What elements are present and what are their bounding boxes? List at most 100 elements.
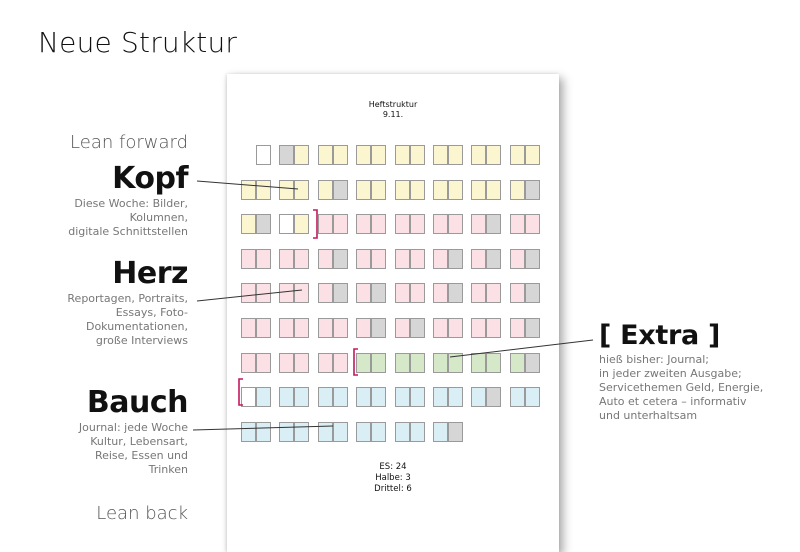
spread bbox=[471, 283, 502, 304]
anzeige-page bbox=[409, 318, 425, 338]
spread bbox=[279, 248, 310, 269]
anzeige-page bbox=[524, 283, 540, 304]
spread bbox=[356, 352, 387, 373]
spread bbox=[279, 179, 310, 200]
sheet-title-line: Heftstruktur bbox=[368, 100, 418, 109]
herz-desc-line: Reportagen, Portraits, bbox=[67, 292, 188, 305]
spread bbox=[241, 145, 271, 165]
spread bbox=[279, 421, 310, 442]
herz-page bbox=[394, 283, 410, 304]
anzeige-page bbox=[448, 248, 463, 269]
spread bbox=[471, 248, 502, 269]
spread bbox=[356, 318, 387, 338]
herz-page bbox=[317, 248, 333, 269]
spread bbox=[394, 387, 425, 408]
kopf-page bbox=[448, 179, 463, 200]
extra-page bbox=[394, 352, 410, 373]
anzeige-page bbox=[524, 352, 540, 373]
herz-page bbox=[256, 248, 271, 269]
spread bbox=[433, 352, 463, 373]
spread bbox=[394, 145, 425, 165]
bauch-page bbox=[332, 387, 348, 408]
herz-page bbox=[294, 352, 310, 373]
spread bbox=[356, 248, 387, 269]
spread bbox=[433, 387, 463, 408]
kopf-desc-line: digitale Schnittstellen bbox=[68, 225, 188, 238]
herz-page bbox=[471, 248, 487, 269]
spread bbox=[356, 214, 387, 235]
bauch-page bbox=[279, 421, 295, 442]
kopf-page bbox=[524, 145, 540, 165]
anzeige-page bbox=[371, 283, 387, 304]
herz-page bbox=[409, 214, 425, 235]
lean-back-label: Lean back bbox=[96, 503, 188, 524]
bauch-page bbox=[294, 421, 310, 442]
kopf-page bbox=[409, 179, 425, 200]
spread bbox=[317, 421, 348, 442]
spread bbox=[279, 318, 310, 338]
herz-page bbox=[256, 283, 271, 304]
kopf-page bbox=[356, 179, 372, 200]
sheet-stats: ES: 24 Halbe: 3 Drittel: 6 bbox=[227, 462, 559, 495]
kopf-page bbox=[471, 145, 487, 165]
spread bbox=[241, 318, 271, 338]
spread bbox=[433, 179, 463, 200]
stat-es: ES: 24 bbox=[379, 462, 407, 472]
spread bbox=[241, 179, 271, 200]
anzeige-page bbox=[279, 145, 295, 165]
kopf-page bbox=[294, 179, 310, 200]
herz-page bbox=[394, 214, 410, 235]
herz-page bbox=[356, 318, 372, 338]
kopf-desc-line: Diese Woche: Bilder, bbox=[74, 197, 188, 210]
herz-page bbox=[509, 283, 525, 304]
kopf-page bbox=[294, 214, 310, 235]
spread bbox=[241, 214, 271, 235]
herz-page bbox=[394, 248, 410, 269]
herz-desc-line: Dokumentationen, bbox=[85, 320, 188, 333]
herz-page bbox=[509, 318, 525, 338]
kopf-page bbox=[317, 145, 333, 165]
bauch-page bbox=[241, 421, 256, 442]
spread bbox=[317, 179, 348, 200]
anzeige-page bbox=[486, 387, 502, 408]
bauch-page bbox=[294, 387, 310, 408]
spread bbox=[279, 145, 310, 165]
sheet-date: 9.11. bbox=[382, 110, 404, 119]
bauch-page bbox=[471, 387, 487, 408]
bauch-page bbox=[509, 387, 525, 408]
bauch-page bbox=[524, 387, 540, 408]
spread bbox=[356, 421, 387, 442]
bauch-page bbox=[317, 421, 333, 442]
lean-forward-label: Lean forward bbox=[70, 132, 188, 153]
spread bbox=[317, 387, 348, 408]
extra-desc-line: in jeder zweiten Ausgabe; bbox=[599, 367, 742, 380]
herz-page bbox=[317, 318, 333, 338]
spread bbox=[509, 352, 540, 373]
kopf-page bbox=[394, 145, 410, 165]
spread bbox=[394, 421, 425, 442]
extra-desc-line: und unterhaltsam bbox=[599, 409, 698, 422]
herz-page bbox=[279, 248, 295, 269]
spread bbox=[509, 318, 540, 338]
kopf-page bbox=[448, 145, 463, 165]
kopf-page bbox=[471, 179, 487, 200]
spread bbox=[317, 145, 348, 165]
anzeige-page bbox=[524, 248, 540, 269]
herz-page bbox=[448, 214, 463, 235]
herz-page bbox=[471, 214, 487, 235]
white-page bbox=[279, 214, 295, 235]
spread bbox=[509, 283, 540, 304]
herz-page bbox=[256, 352, 271, 373]
spread bbox=[471, 145, 502, 165]
herz-page bbox=[448, 318, 463, 338]
herz-page bbox=[332, 214, 348, 235]
herz-title: Herz bbox=[112, 256, 188, 291]
bauch-page bbox=[279, 387, 295, 408]
kopf-page bbox=[509, 179, 525, 200]
anzeige-page bbox=[371, 318, 387, 338]
spread bbox=[471, 318, 502, 338]
spread bbox=[317, 248, 348, 269]
spread bbox=[394, 318, 425, 338]
kopf-page bbox=[486, 179, 502, 200]
spread bbox=[241, 421, 271, 442]
